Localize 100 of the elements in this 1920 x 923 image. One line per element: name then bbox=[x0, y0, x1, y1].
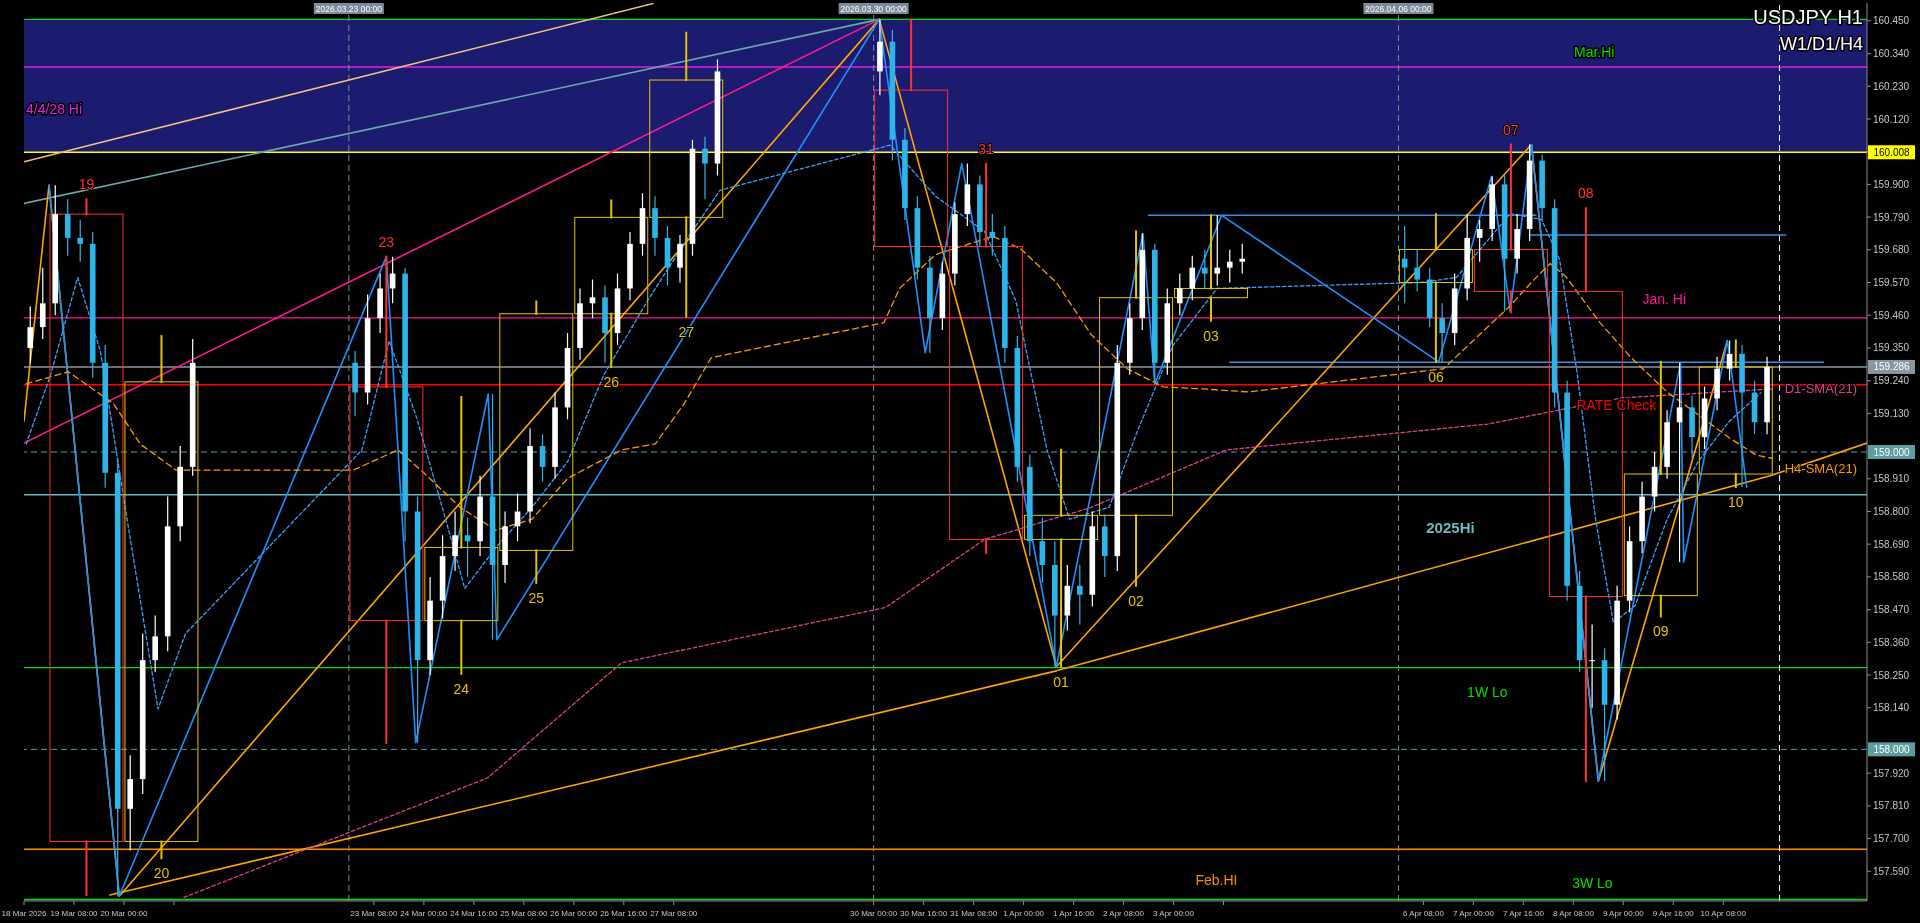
candlestick bbox=[152, 614, 159, 673]
candlestick bbox=[1214, 214, 1221, 287]
line-series bbox=[25, 144, 1762, 710]
candlestick bbox=[1039, 516, 1046, 584]
y-tick-label: 160.230 bbox=[1873, 80, 1910, 92]
x-tick-label: 24 Mar 16:00 bbox=[450, 908, 498, 918]
x-tick-label: 24 Mar 00:00 bbox=[400, 908, 448, 918]
candlestick bbox=[539, 433, 546, 483]
annotation: 25 bbox=[528, 589, 545, 606]
candlestick bbox=[1439, 302, 1445, 363]
annotation: 24 bbox=[453, 680, 470, 697]
y-tick-label: 159.130 bbox=[1873, 407, 1910, 419]
x-tick-label: 30 Mar 16:00 bbox=[900, 908, 948, 918]
annotation: 19 bbox=[78, 176, 95, 193]
annotation: 01 bbox=[1053, 673, 1070, 690]
candlestick bbox=[1401, 225, 1408, 304]
y-tick-label: 159.900 bbox=[1873, 178, 1910, 190]
ref-line-label: 159.286 bbox=[1873, 361, 1911, 373]
annotation: 03 bbox=[1203, 327, 1220, 344]
y-tick-label: 157.920 bbox=[1873, 767, 1910, 779]
annotation: 09 bbox=[1653, 623, 1669, 640]
candlestick bbox=[39, 267, 46, 340]
y-tick-label: 159.240 bbox=[1873, 375, 1910, 387]
x-tick-label: 9 Apr 00:00 bbox=[1602, 908, 1645, 918]
x-tick-label: 19 Mar 08:00 bbox=[50, 908, 99, 918]
y-tick-label: 159.790 bbox=[1873, 211, 1910, 223]
y-tick-label: 158.140 bbox=[1873, 702, 1910, 714]
candlestick bbox=[77, 219, 84, 263]
candlestick bbox=[1589, 623, 1595, 709]
annotation: 20 bbox=[153, 865, 170, 882]
x-tick-label: 6 Apr 08:00 bbox=[1402, 908, 1445, 918]
x-tick-label: 30 Mar 00:00 bbox=[850, 908, 898, 918]
candlestick bbox=[1201, 249, 1208, 290]
candlestick bbox=[989, 213, 996, 257]
y-tick-label: 158.910 bbox=[1873, 473, 1910, 485]
x-tick-label: 2 Apr 08:00 bbox=[1103, 908, 1145, 918]
ref-line-label: 159.000 bbox=[1873, 446, 1911, 458]
candlestick bbox=[1176, 272, 1183, 316]
x-tick-label: 7 Apr 00:00 bbox=[1452, 908, 1495, 918]
x-tick-label: 26 Mar 00:00 bbox=[550, 908, 598, 918]
x-tick-label: 27 Mar 08:00 bbox=[650, 908, 698, 918]
y-tick-label: 159.460 bbox=[1873, 309, 1910, 321]
x-tick-label: 31 Mar 08:00 bbox=[950, 908, 998, 918]
x-tick-label: 3 Apr 00:00 bbox=[1153, 908, 1195, 918]
text: W1/D1/H4 bbox=[1779, 34, 1863, 54]
ref-line-label: Mar.Hi bbox=[1574, 44, 1615, 61]
candlestick bbox=[1189, 255, 1196, 301]
y-tick-label: 158.250 bbox=[1873, 669, 1910, 681]
candlestick bbox=[452, 510, 458, 572]
annotation: 06 bbox=[1428, 368, 1444, 385]
annotation: 07 bbox=[1503, 121, 1519, 138]
candlestick bbox=[1239, 243, 1246, 275]
y-tick-label: 158.360 bbox=[1873, 636, 1910, 648]
annotation: 10 bbox=[1728, 494, 1744, 511]
ref-line-label: 1W Lo bbox=[1467, 683, 1508, 700]
y-tick-label: 158.800 bbox=[1873, 506, 1910, 518]
y-tick-label: 160.450 bbox=[1873, 15, 1910, 27]
y-tick-label: 159.570 bbox=[1873, 277, 1910, 289]
x-tick-label: 18 Mar 2026 bbox=[1, 908, 48, 918]
x-tick-label: 7 Apr 16:00 bbox=[1502, 908, 1545, 918]
candlestick bbox=[1077, 564, 1083, 626]
y-tick-label: 157.590 bbox=[1873, 865, 1910, 877]
x-tick-label: 10 Apr 08:00 bbox=[1700, 908, 1747, 918]
annotation: 02 bbox=[1128, 592, 1145, 609]
candlestick bbox=[27, 305, 34, 364]
x-tick-label: 9 Apr 16:00 bbox=[1652, 908, 1695, 918]
x-tick-label: 8 Apr 08:00 bbox=[1552, 908, 1595, 918]
x-tick-label: 1 Apr 00:00 bbox=[1003, 908, 1045, 918]
y-tick-label: 160.340 bbox=[1873, 48, 1910, 60]
candlestick bbox=[589, 278, 596, 319]
x-tick-label: 23 Mar 08:00 bbox=[350, 908, 398, 918]
candlestick bbox=[1476, 219, 1483, 263]
annotation: 08 bbox=[1578, 185, 1594, 202]
candlestick bbox=[677, 234, 683, 284]
candlestick bbox=[1414, 249, 1420, 293]
y-tick-label: 157.810 bbox=[1873, 800, 1910, 812]
ref-line-label: 160.008 bbox=[1873, 146, 1911, 158]
ref-line-label: Jan. Hi bbox=[1642, 290, 1687, 307]
candlestick bbox=[1226, 249, 1233, 284]
y-tick-label: 158.580 bbox=[1873, 571, 1910, 583]
ref-line-label: Feb.HI bbox=[1195, 872, 1238, 889]
y-tick-label: 157.700 bbox=[1873, 833, 1910, 845]
candlestick bbox=[64, 198, 71, 257]
y-tick-label: 159.680 bbox=[1873, 244, 1910, 256]
annotation: 23 bbox=[378, 233, 395, 250]
ref-line-label: 3W Lo bbox=[1572, 874, 1613, 891]
x-tick-label: 1 Apr 16:00 bbox=[1053, 908, 1095, 918]
y-tick-label: 159.350 bbox=[1873, 342, 1910, 354]
ref-line-label: 2025Hi bbox=[1426, 519, 1475, 537]
y-tick-label: 158.690 bbox=[1873, 538, 1910, 550]
ref-line-label: 4/4/28 Hi bbox=[26, 100, 83, 117]
candlestick bbox=[464, 516, 471, 578]
x-tick-label: 25 Mar 08:00 bbox=[500, 908, 548, 918]
ref-line-label: 158.000 bbox=[1873, 743, 1911, 755]
x-tick-label: 20 Mar 00:00 bbox=[100, 908, 149, 918]
candlestick bbox=[702, 136, 708, 200]
x-tick-label: 26 Mar 16:00 bbox=[600, 908, 648, 918]
series-label: D1-SMA(21) bbox=[1784, 381, 1857, 397]
y-tick-label: 158.470 bbox=[1873, 604, 1910, 616]
series-label: H4-SMA(21) bbox=[1784, 460, 1857, 476]
